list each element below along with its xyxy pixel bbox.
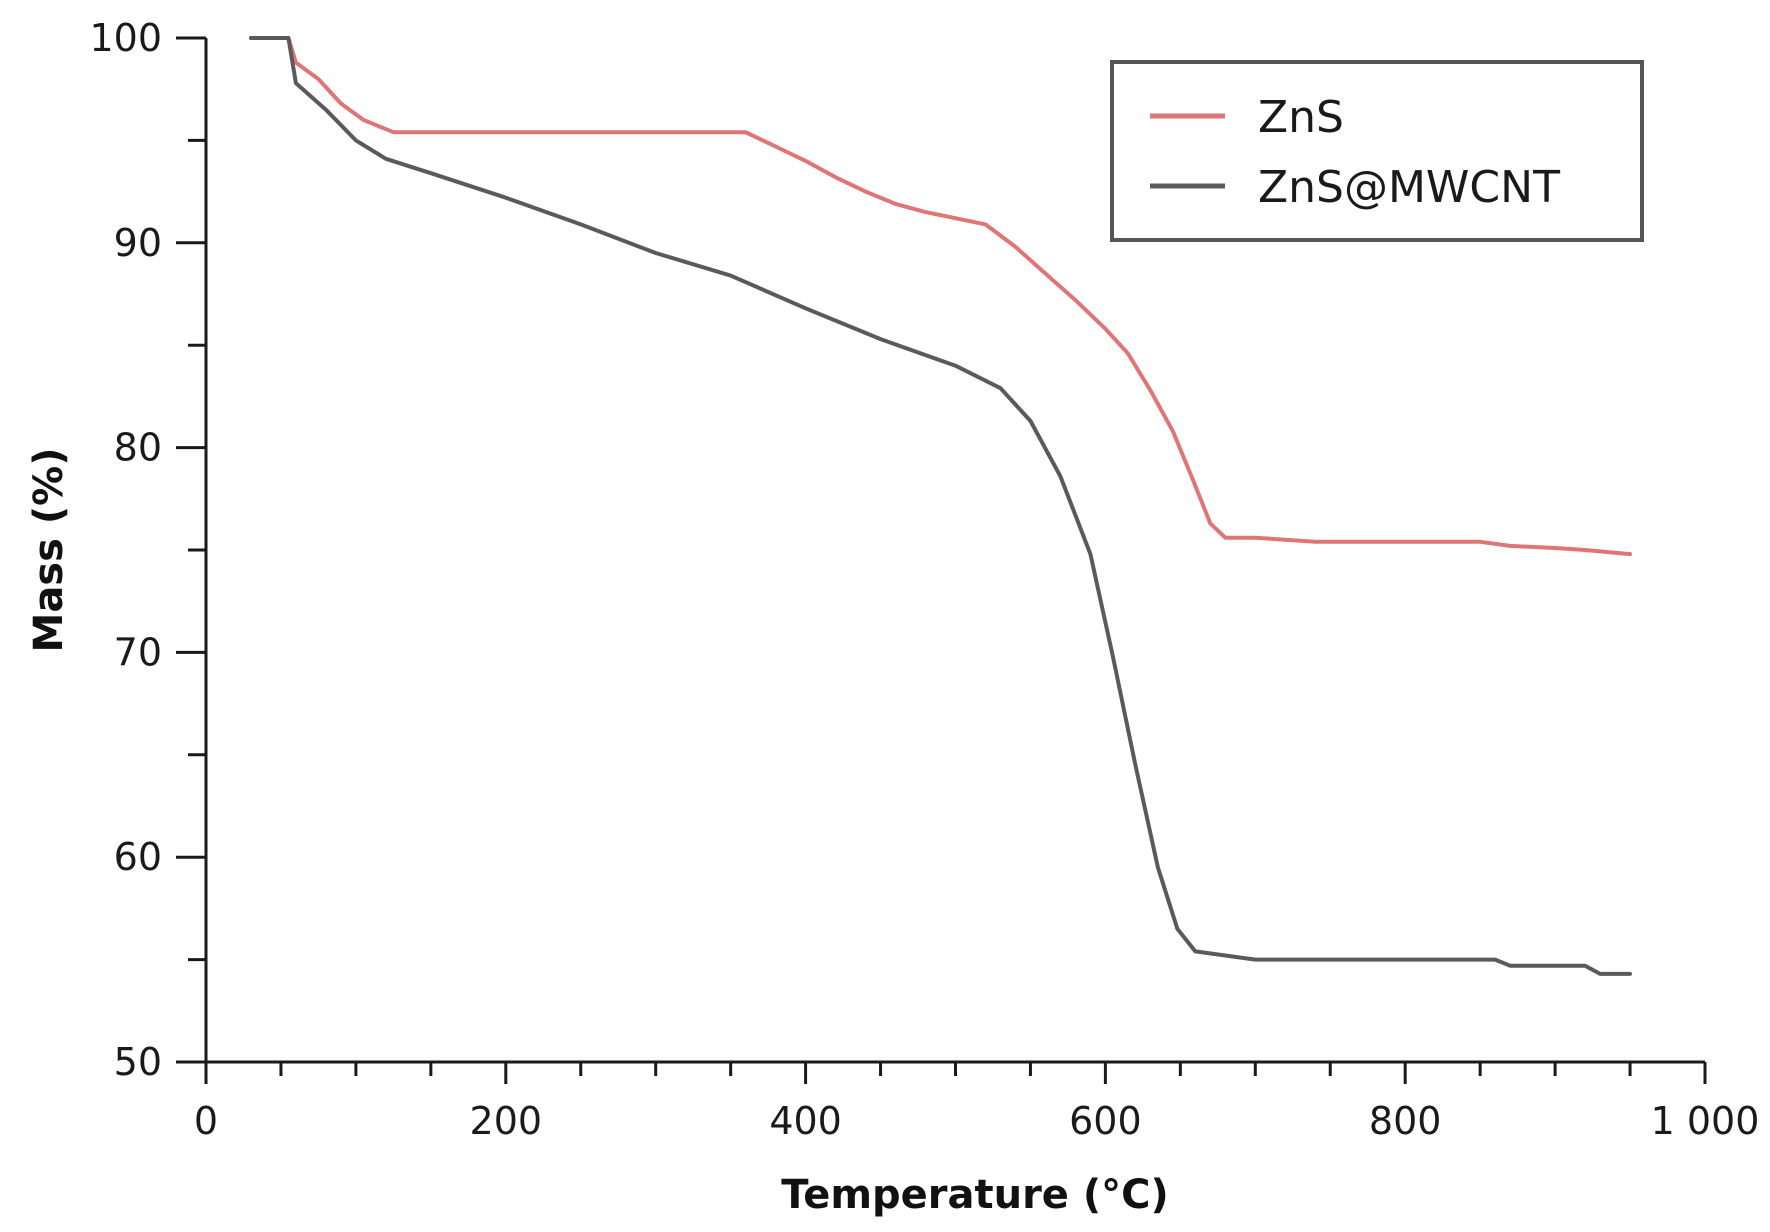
series-line-zns-mwcnt bbox=[249, 36, 1632, 976]
y-tick-label: 90 bbox=[114, 221, 162, 265]
tick-labels: 0 200 400 600 800 1 000 50 60 70 80 90 100 bbox=[89, 16, 1759, 1143]
series bbox=[249, 36, 1632, 976]
x-tick-label: 1 000 bbox=[1651, 1099, 1760, 1143]
legend: ZnS ZnS@MWCNT bbox=[1110, 60, 1644, 242]
x-tick-label: 600 bbox=[1069, 1099, 1142, 1143]
y-tick-label: 70 bbox=[114, 630, 162, 674]
ticks bbox=[176, 36, 1707, 1084]
y-tick-label: 80 bbox=[114, 426, 162, 470]
x-tick-label: 200 bbox=[470, 1099, 543, 1143]
y-axis-title: Mass (%) bbox=[26, 448, 72, 653]
x-tick-label: 800 bbox=[1369, 1099, 1442, 1143]
x-tick-label: 400 bbox=[769, 1099, 842, 1143]
series-line-zns bbox=[249, 36, 1632, 557]
x-axis-title: Temperature (°C) bbox=[781, 1172, 1169, 1218]
y-tick-label: 60 bbox=[114, 835, 162, 879]
y-tick-label: 50 bbox=[114, 1040, 162, 1084]
y-tick-label: 100 bbox=[89, 16, 162, 60]
x-tick-label: 0 bbox=[194, 1099, 218, 1143]
legend-label-zns: ZnS bbox=[1258, 92, 1344, 143]
legend-box bbox=[1110, 60, 1644, 242]
legend-label-zns-mwcnt: ZnS@MWCNT bbox=[1258, 162, 1560, 213]
